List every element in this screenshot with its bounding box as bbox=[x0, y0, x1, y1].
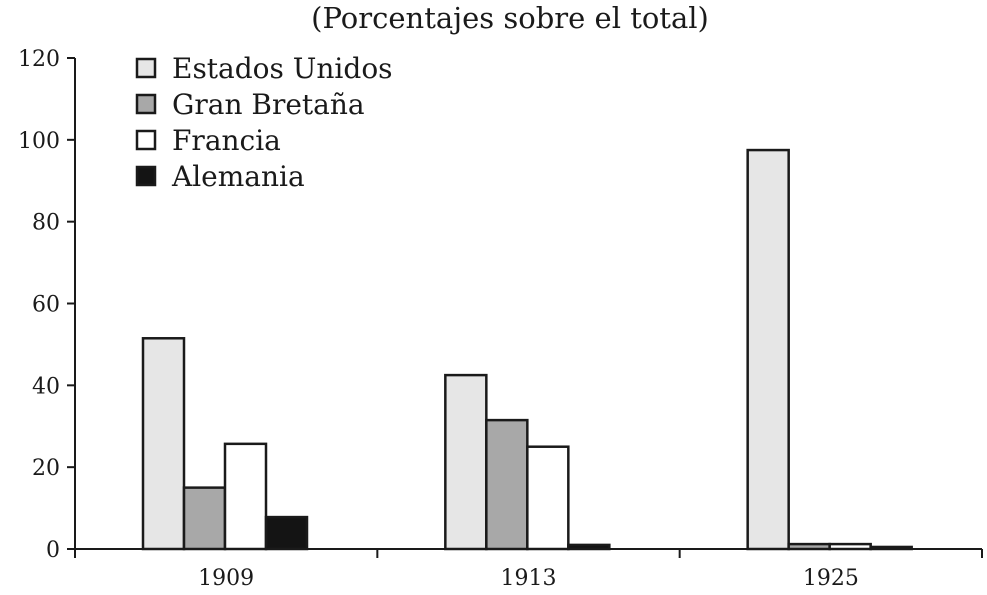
y-tick-label: 40 bbox=[32, 374, 60, 399]
x-category-label: 1913 bbox=[501, 566, 557, 591]
x-category-label: 1925 bbox=[803, 566, 859, 591]
legend-swatch bbox=[135, 93, 157, 115]
legend-label: Alemania bbox=[171, 160, 305, 193]
bar-alemania-1913 bbox=[567, 543, 611, 551]
legend-swatch bbox=[135, 165, 157, 187]
legend-swatch bbox=[135, 129, 157, 151]
legend-label: Estados Unidos bbox=[172, 52, 393, 85]
bar-estados-unidos-1925 bbox=[746, 148, 790, 551]
y-tick-label: 60 bbox=[32, 293, 60, 318]
y-tick-label: 120 bbox=[18, 47, 60, 72]
y-tick-label: 0 bbox=[46, 538, 60, 563]
y-tick-label: 80 bbox=[32, 211, 60, 236]
legend-swatch bbox=[135, 57, 157, 79]
chart-title: (Porcentajes sobre el total) bbox=[311, 1, 709, 35]
legend-label: Francia bbox=[172, 124, 281, 157]
x-category-label: 1909 bbox=[198, 566, 254, 591]
bar-francia-1925 bbox=[828, 542, 872, 551]
bars bbox=[141, 148, 913, 551]
bar-gran-bretana-1925 bbox=[787, 542, 831, 551]
bar-francia-1909 bbox=[223, 442, 268, 551]
bar-francia-1913 bbox=[526, 445, 570, 551]
bar-estados-unidos-1909 bbox=[141, 337, 186, 551]
bar-gran-bretana-1913 bbox=[485, 418, 529, 551]
y-tick-label: 20 bbox=[32, 456, 60, 481]
bar-alemania-1909 bbox=[264, 515, 309, 551]
y-tick-label: 100 bbox=[18, 129, 60, 154]
bar-alemania-1925 bbox=[869, 545, 913, 551]
bar-gran-bretana-1909 bbox=[182, 486, 227, 551]
bar-estados-unidos-1913 bbox=[444, 373, 488, 551]
legend-label: Gran Bretaña bbox=[172, 88, 365, 121]
